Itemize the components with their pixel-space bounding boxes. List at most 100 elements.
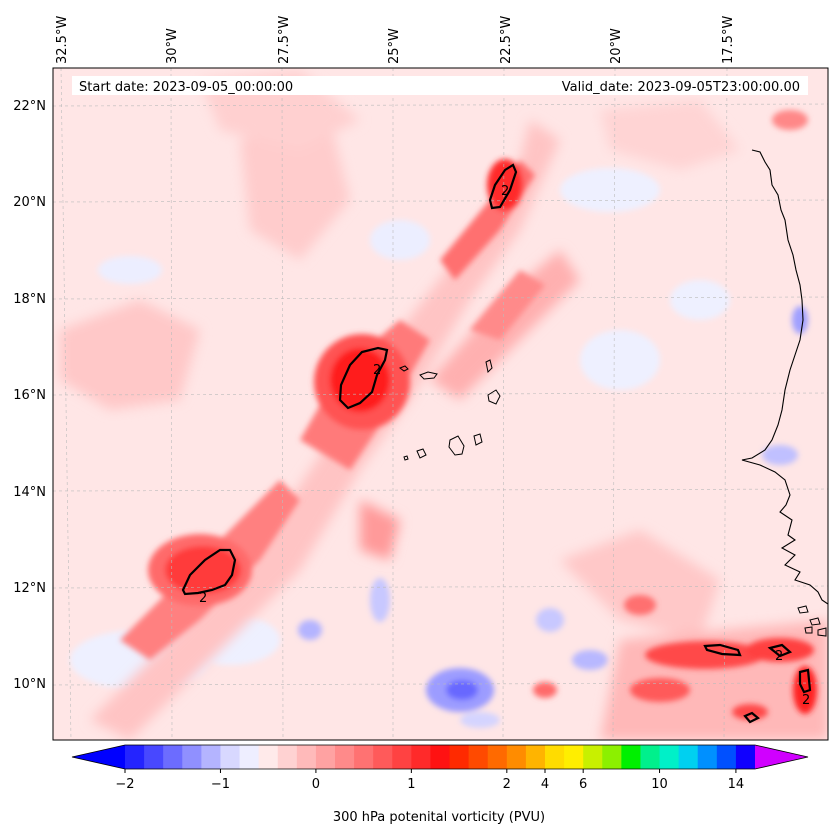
colorbar-label: 300 hPa potenital vorticity (PVU): [333, 810, 545, 825]
colorbar-segment: [430, 745, 451, 769]
contour-label-central: 2: [373, 363, 381, 378]
lat-label-10N: 10°N: [13, 677, 46, 692]
grid-lon--20: [612, 68, 616, 740]
map-frame: [52, 67, 829, 741]
colorbar-segment: [182, 745, 202, 769]
colorbar-segment: [201, 745, 222, 769]
lon-label-17.5W: 17.5°W: [721, 16, 736, 64]
contour-se-4: [743, 711, 760, 724]
island-santiago: [448, 435, 465, 456]
lon-label-27.5W: 27.5°W: [277, 16, 292, 64]
island-sal: [487, 389, 501, 405]
island-boavista: [473, 433, 483, 446]
colorbar-segment: [354, 745, 374, 769]
colorbar-segment: [392, 745, 412, 769]
colorbar-segment: [583, 745, 603, 769]
island-sao-nicolau: [485, 359, 493, 374]
contour-label-southwest: 2: [199, 591, 207, 606]
colorbar-segment: [144, 745, 164, 769]
colorbar-tick-label: 0: [312, 777, 320, 792]
gridlines: [53, 68, 828, 740]
lon-label-25W: 25°W: [387, 28, 402, 64]
cape-verde-islands: [398, 359, 501, 461]
contour-se-3: [798, 668, 812, 694]
island-2: [809, 617, 821, 626]
colorbar-segment: [697, 745, 718, 769]
coastline-africa: [741, 149, 828, 605]
grid-lon--32.5: [60, 68, 72, 740]
colorbar-segment: [449, 745, 470, 769]
colorbar: −2 −1 0 1 2 4 6 10 14: [71, 744, 809, 792]
contour-se-1: [703, 643, 742, 657]
lat-label-12N: 12°N: [13, 581, 46, 596]
colorbar-segment: [506, 745, 527, 769]
grid-lon--22.5: [502, 68, 505, 740]
start-date: Start date: 2023-09-05_00:00:00: [79, 80, 293, 95]
colorbar-segment: [659, 745, 680, 769]
colorbar-segment: [525, 745, 546, 769]
bijagos-islands: [797, 605, 827, 637]
lat-label-22N: 22°N: [13, 99, 46, 114]
colorbar-segment: [487, 745, 508, 769]
contour-southwest: [181, 548, 237, 596]
colorbar-tick-label: 14: [728, 777, 745, 792]
colorbar-segment: [468, 745, 489, 769]
island-brava: [403, 455, 409, 461]
colorbar-segment: [564, 745, 584, 769]
colorbar-segment: [735, 745, 756, 769]
island-fogo: [416, 448, 427, 459]
pv-contours: [181, 163, 812, 724]
lat-label-18N: 18°N: [13, 292, 46, 307]
lon-label-20W: 20°W: [609, 28, 624, 64]
lat-label-14N: 14°N: [13, 485, 46, 500]
colorbar-segment: [163, 745, 183, 769]
contour-se-2: [767, 643, 793, 658]
colorbar-segment: [296, 745, 317, 769]
island-4: [817, 627, 827, 637]
island-1: [797, 605, 809, 614]
colorbar-tick-label: 1: [407, 777, 415, 792]
colorbar-segment: [640, 745, 661, 769]
colorbar-tick-label: 2: [503, 777, 511, 792]
island-sao-vicente: [398, 365, 409, 372]
colorbar-segment: [239, 745, 260, 769]
contour-central: [338, 346, 389, 410]
colorbar-segment: [602, 745, 622, 769]
colorbar-segment: [373, 745, 393, 769]
grid-lon--17.5: [723, 68, 728, 740]
colorbar-tick-label: 10: [651, 777, 668, 792]
lat-label-20N: 20°N: [13, 195, 46, 210]
colorbar-segment: [335, 745, 355, 769]
colorbar-extend-min: [72, 745, 125, 769]
contour-label-se-2: 2: [802, 693, 810, 708]
colorbar-segment: [258, 745, 279, 769]
colorbar-segment: [411, 745, 432, 769]
colorbar-tick-label: −2: [115, 777, 134, 792]
colorbar-segment: [716, 745, 737, 769]
colorbar-tick-label: −1: [211, 777, 230, 792]
island-3: [804, 626, 813, 634]
grid-lon--27.5: [281, 68, 284, 740]
colorbar-segment: [125, 745, 145, 769]
lat-label-16N: 16°N: [13, 388, 46, 403]
lon-label-32.5W: 32.5°W: [55, 16, 70, 64]
colorbar-segment: [220, 745, 241, 769]
longitude-labels: 32.5°W 30°W 27.5°W 25°W 22.5°W 20°W 17.5…: [55, 16, 736, 64]
colorbar-segment: [277, 745, 298, 769]
contour-north: [488, 163, 518, 210]
latitude-labels: 10°N 12°N 14°N 16°N 18°N 20°N 22°N: [13, 99, 46, 692]
contour-label-se-1: 2: [775, 649, 783, 664]
colorbar-tick-label: 6: [579, 777, 587, 792]
lon-label-30W: 30°W: [165, 28, 180, 64]
island-santo-antao: [419, 371, 438, 380]
grid-lon--30: [170, 68, 173, 740]
contour-label-north: 2: [501, 184, 509, 199]
colorbar-segment: [545, 745, 565, 769]
colorbar-segment: [315, 745, 336, 769]
colorbar-segment: [621, 745, 642, 769]
valid-date: Valid_date: 2023-09-05T23:00:00.00: [562, 80, 800, 95]
lon-label-22.5W: 22.5°W: [499, 16, 514, 64]
colorbar-extend-max: [755, 745, 808, 769]
contour-labels: 2 2 2 2 2: [199, 184, 810, 708]
